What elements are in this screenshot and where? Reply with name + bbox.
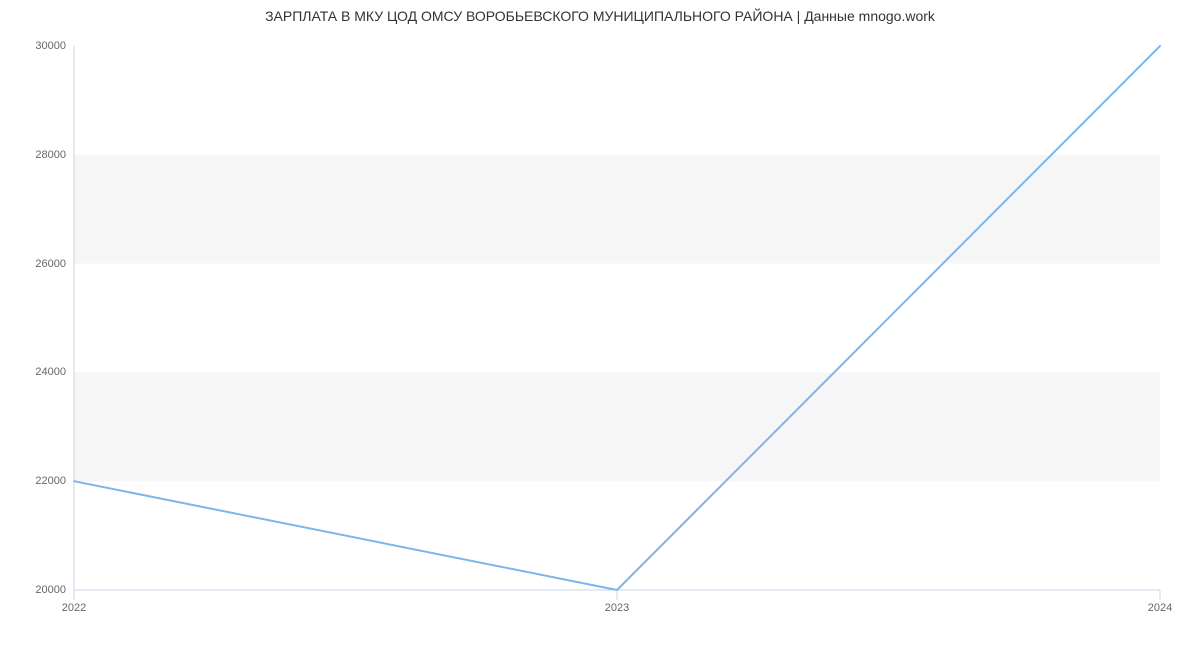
y-axis-tick-label: 20000 [35, 584, 66, 596]
x-axis-tick-label: 2022 [62, 602, 86, 614]
y-axis-tick-label: 22000 [35, 475, 66, 487]
y-axis-tick-label: 28000 [35, 149, 66, 161]
x-axis-tick-label: 2023 [605, 602, 629, 614]
y-axis-tick-label: 24000 [35, 366, 66, 378]
x-axis-tick-label: 2024 [1148, 602, 1172, 614]
y-axis-tick-label: 30000 [35, 40, 66, 52]
salary-line-chart: ЗАРПЛАТА В МКУ ЦОД ОМСУ ВОРОБЬЕВСКОГО МУ… [0, 0, 1200, 650]
y-axis-tick-label: 26000 [35, 258, 66, 270]
chart-svg [0, 0, 1200, 650]
